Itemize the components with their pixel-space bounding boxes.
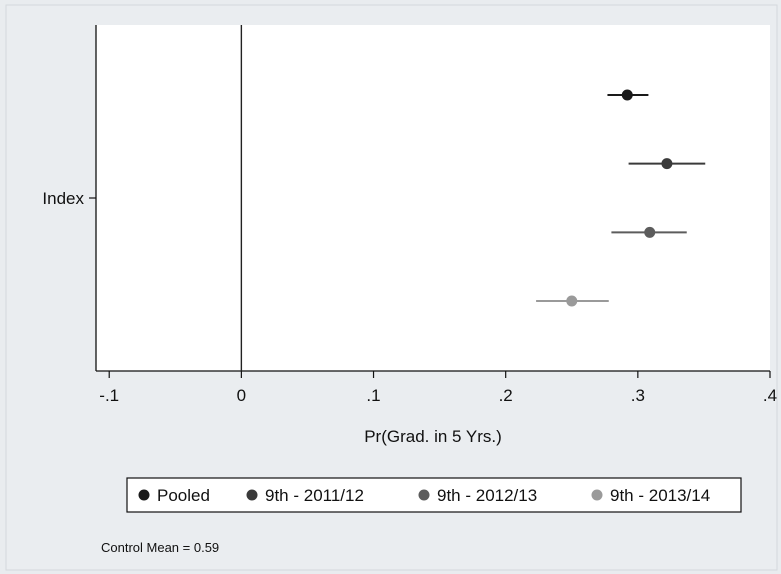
x-axis-title: Pr(Grad. in 5 Yrs.) <box>364 427 502 446</box>
point-estimate <box>644 226 656 238</box>
x-tick-label: 0 <box>237 386 246 405</box>
x-tick-label: .2 <box>499 386 513 405</box>
x-tick-label: .4 <box>763 386 777 405</box>
legend <box>126 477 742 513</box>
legend-marker <box>418 489 430 501</box>
x-tick-label: -.1 <box>99 386 119 405</box>
legend-label: 9th - 2011/12 <box>265 486 364 505</box>
legend-label: 9th - 2012/13 <box>437 486 537 505</box>
legend-marker <box>591 489 603 501</box>
legend-label: Pooled <box>157 486 210 505</box>
y-tick-label-index: Index <box>42 189 84 208</box>
legend-marker <box>138 489 150 501</box>
point-estimate <box>621 89 633 101</box>
control-mean-note: Control Mean = 0.59 <box>101 540 219 555</box>
legend-marker <box>246 489 258 501</box>
plot-area <box>96 25 770 371</box>
legend-label: 9th - 2013/14 <box>610 486 710 505</box>
x-tick-label: .3 <box>631 386 645 405</box>
x-tick-label: .1 <box>366 386 380 405</box>
point-estimate <box>566 295 578 307</box>
point-estimate <box>661 158 673 170</box>
